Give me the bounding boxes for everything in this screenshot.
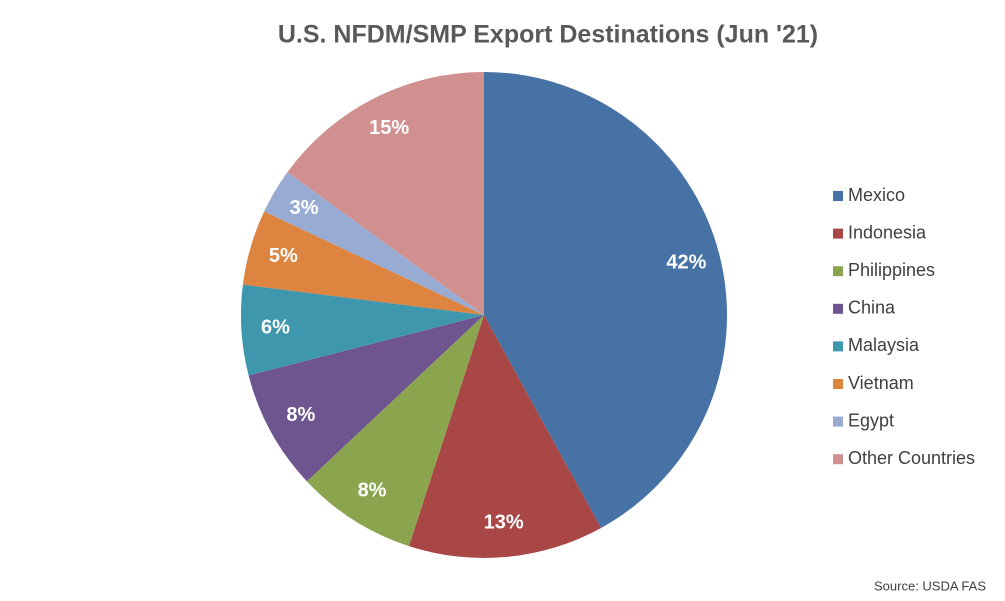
pie-slice <box>306 315 484 547</box>
legend-label: Philippines <box>848 260 935 280</box>
legend-label: Mexico <box>848 185 905 205</box>
pie-slice <box>287 72 484 315</box>
legend-swatch <box>833 303 843 314</box>
legend-swatch <box>833 454 843 465</box>
data-label: 42% <box>666 251 706 273</box>
legend-swatch <box>833 379 843 389</box>
source-note: Source: USDA FAS <box>874 578 986 593</box>
data-label: 3% <box>290 197 319 219</box>
legend-label: Indonesia <box>848 222 927 242</box>
legend-label: Egypt <box>848 410 894 430</box>
data-label: 13% <box>484 511 524 533</box>
legend-label: Vietnam <box>848 373 914 393</box>
pie-slice <box>408 315 602 558</box>
pie-slice <box>242 211 484 315</box>
legend-swatch <box>833 266 843 277</box>
pie-slice <box>240 284 484 376</box>
data-label: 8% <box>286 404 315 426</box>
data-label: 8% <box>358 480 387 502</box>
legend-swatch <box>833 228 843 239</box>
legend-label: Malaysia <box>848 335 920 355</box>
pie-slice <box>484 72 727 528</box>
legend-label: China <box>848 298 896 318</box>
pie-slice <box>248 315 484 482</box>
pie-slice <box>264 172 484 315</box>
chart-title: U.S. NFDM/SMP Export Destinations (Jun '… <box>278 21 818 49</box>
legend-label: Other Countries <box>848 448 975 468</box>
data-label: 15% <box>369 117 409 139</box>
data-label: 6% <box>261 316 290 338</box>
legend-swatch <box>833 341 843 352</box>
legend-swatch <box>833 416 843 427</box>
legend-swatch <box>833 191 843 201</box>
data-label: 5% <box>269 245 298 267</box>
